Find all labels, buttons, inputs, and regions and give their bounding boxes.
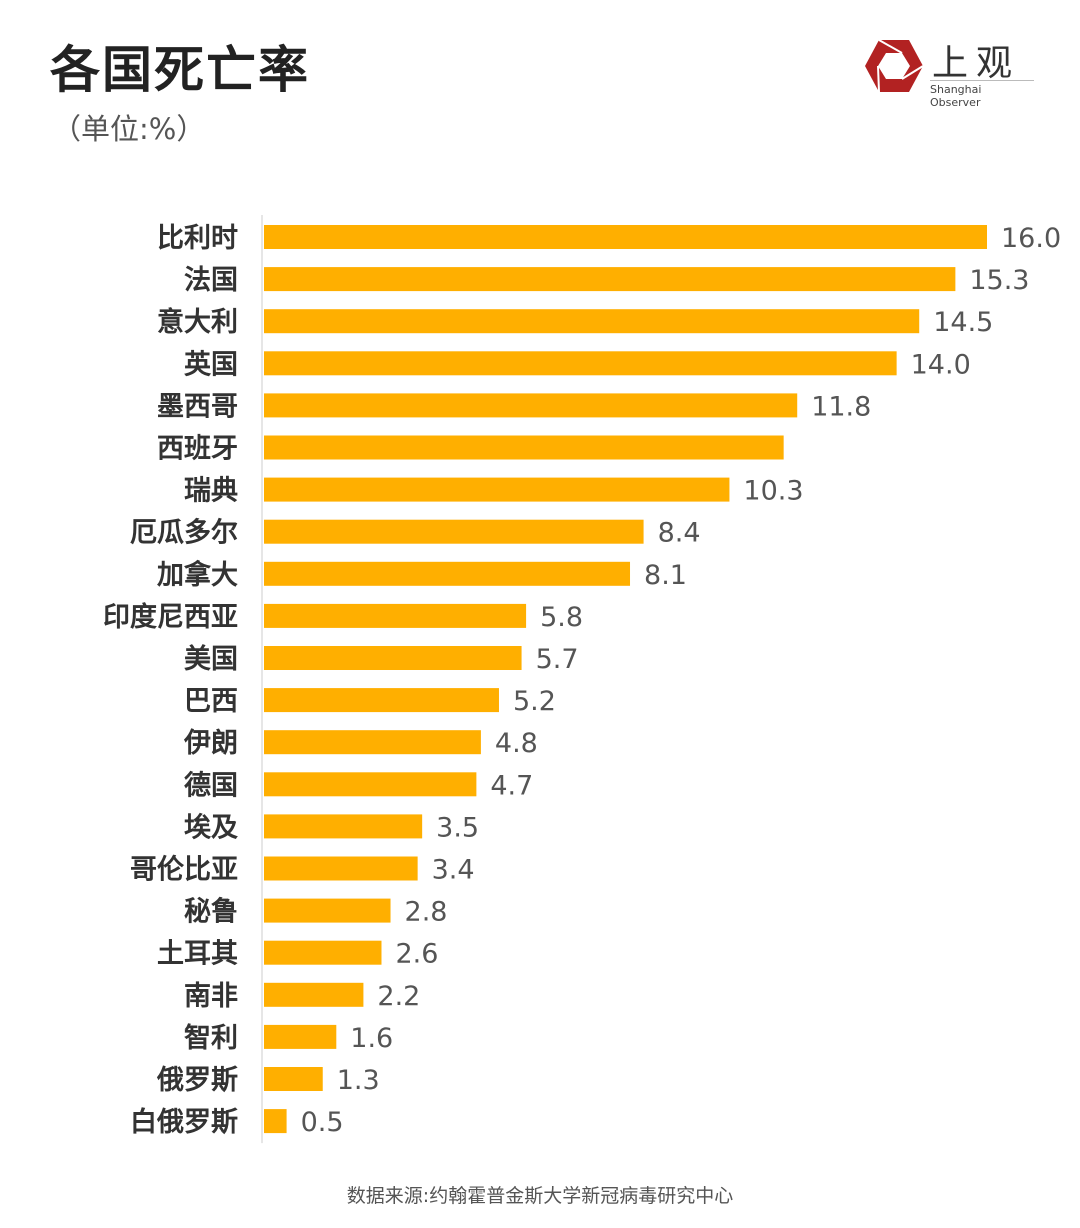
data-label: 10.3: [743, 476, 803, 507]
category-label: 智利: [184, 1023, 238, 1054]
bar: [264, 225, 987, 249]
data-label: 0.5: [301, 1107, 344, 1138]
category-label: 美国: [184, 643, 238, 675]
category-label: 西班牙: [157, 434, 238, 465]
category-label: 印度尼西亚: [103, 601, 238, 633]
data-label: 16.0: [1001, 223, 1061, 254]
bar: [264, 814, 423, 839]
bar: [264, 351, 897, 376]
category-label: 意大利: [157, 306, 238, 338]
bar: [264, 730, 481, 755]
data-label: 8.1: [644, 560, 687, 591]
category-label: 比利时: [157, 223, 238, 254]
data-label: 5.2: [513, 686, 556, 717]
data-label: 1.6: [350, 1023, 393, 1054]
category-label: 土耳其: [157, 939, 238, 970]
category-label: 南非: [184, 981, 238, 1012]
bar: [264, 1067, 323, 1091]
data-label: 5.7: [536, 644, 579, 675]
data-label: 1.3: [337, 1065, 380, 1096]
category-label: 白俄罗斯: [130, 1106, 238, 1138]
data-label: 4.8: [495, 728, 538, 759]
data-label: 15.3: [969, 265, 1029, 296]
logo: 上观 Shanghai Observer: [864, 38, 1034, 109]
bar: [264, 561, 631, 586]
bar: [264, 1109, 287, 1134]
category-label: 埃及: [184, 812, 238, 843]
category-label: 法国: [184, 265, 238, 296]
data-label: 14.5: [933, 307, 993, 338]
bar: [264, 898, 391, 923]
bar: [264, 982, 364, 1007]
category-label: 俄罗斯: [156, 1065, 238, 1096]
category-label: 英国: [184, 349, 238, 380]
data-label: 5.8: [540, 602, 583, 633]
source-note: 数据来源:约翰霍普金斯大学新冠病毒研究中心: [346, 1185, 734, 1207]
bar: [264, 646, 522, 670]
bar: [264, 603, 527, 628]
category-label: 瑞典: [184, 476, 238, 507]
logo-en: Shanghai Observer: [930, 80, 1034, 109]
bar: [264, 267, 956, 292]
unit-label: （单位:%）: [52, 112, 206, 146]
bar: [264, 309, 920, 334]
bar: [264, 519, 644, 544]
bar: [264, 688, 499, 713]
logo-cn: 上观: [932, 43, 1021, 84]
category-label: 伊朗: [183, 728, 238, 759]
category-label: 墨西哥: [157, 391, 238, 422]
data-label: 3.5: [436, 812, 479, 843]
data-label: 14.0: [911, 349, 971, 380]
bar: [264, 435, 784, 460]
data-label: 3.4: [432, 855, 475, 886]
data-label: 8.4: [658, 518, 701, 549]
category-label: 德国: [184, 770, 238, 801]
category-label: 厄瓜多尔: [130, 518, 238, 549]
bar: [264, 856, 418, 881]
chart-title: 各国死亡率: [50, 41, 310, 99]
bar: [264, 477, 730, 502]
data-label: 11.8: [811, 391, 871, 422]
data-label: 2.6: [395, 939, 438, 970]
category-label: 巴西: [184, 686, 238, 717]
bar: [264, 772, 477, 797]
bar: [264, 1024, 337, 1049]
data-label: 2.8: [405, 897, 448, 928]
data-label: 2.2: [377, 981, 420, 1012]
category-label: 秘鲁: [184, 897, 238, 928]
bar: [264, 393, 798, 418]
data-label: 4.7: [490, 770, 533, 801]
logo-hexagon-icon: [865, 39, 924, 93]
category-label: 哥伦比亚: [130, 854, 238, 886]
category-label: 加拿大: [157, 559, 238, 591]
bar: [264, 940, 382, 965]
